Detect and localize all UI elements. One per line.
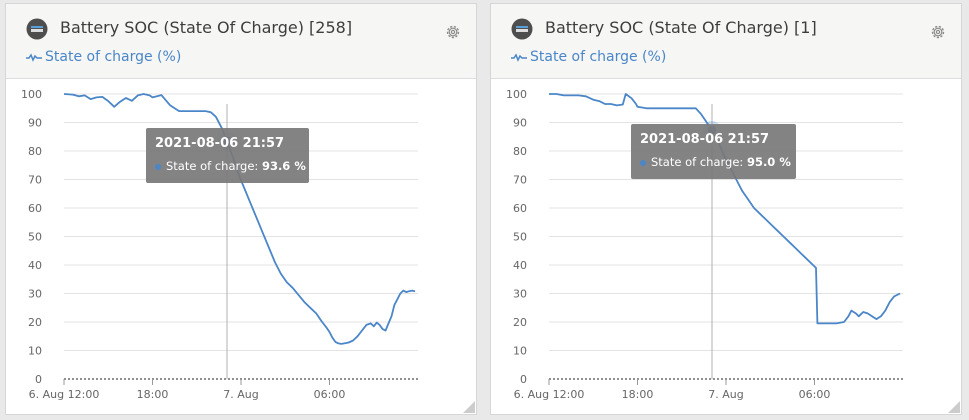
x-tick-label: 7. Aug <box>708 388 743 401</box>
legend-label: State of charge (%) <box>45 49 182 65</box>
widget-title: Battery SOC (State Of Charge) [1] <box>545 18 817 37</box>
y-tick-label: 30 <box>513 288 527 301</box>
battery-device-icon <box>26 18 48 40</box>
y-tick-label: 50 <box>28 231 42 244</box>
y-tick-label: 0 <box>35 373 42 386</box>
soc-line-chart[interactable]: 0 10 20 30 40 50 60 70 80 90 100 6. Aug 12:00 18:00 7… <box>491 4 961 414</box>
y-tick-label: 40 <box>513 259 527 272</box>
y-tick-label: 30 <box>28 288 42 301</box>
y-tick-label: 10 <box>28 345 42 358</box>
battery-device-icon <box>511 18 533 40</box>
gear-icon[interactable] <box>929 23 947 41</box>
x-tick-label: 6. Aug 12:00 <box>29 388 100 401</box>
y-tick-label: 50 <box>513 231 527 244</box>
widget-header: Battery SOC (State Of Charge) [1] State … <box>491 4 961 79</box>
series-line-icon <box>511 52 527 62</box>
widget-header: Battery SOC (State Of Charge) [258] Stat… <box>6 4 476 79</box>
y-tick-label: 80 <box>513 145 527 158</box>
gear-icon[interactable] <box>444 23 462 41</box>
x-tick-label: 18:00 <box>622 388 654 401</box>
widget-title: Battery SOC (State Of Charge) [258] <box>60 18 353 37</box>
series-line-state-of-charge[interactable] <box>63 93 416 345</box>
resize-handle-icon[interactable] <box>463 401 475 413</box>
x-tick-label: 06:00 <box>799 388 831 401</box>
hover-marker-point[interactable] <box>221 135 233 147</box>
y-tick-label: 80 <box>28 145 42 158</box>
y-tick-label: 20 <box>28 316 42 329</box>
legend-label: State of charge (%) <box>530 49 667 65</box>
y-tick-label: 40 <box>28 259 42 272</box>
y-tick-label: 90 <box>28 117 42 130</box>
x-tick-label: 18:00 <box>137 388 169 401</box>
legend-item-state-of-charge[interactable]: State of charge (%) <box>511 49 666 65</box>
y-tick-label: 60 <box>513 202 527 215</box>
legend-item-state-of-charge[interactable]: State of charge (%) <box>26 49 181 65</box>
x-tick-label: 06:00 <box>314 388 346 401</box>
resize-handle-icon[interactable] <box>948 401 960 413</box>
chart-widget-battery-soc-1: Battery SOC (State Of Charge) [1] State … <box>490 3 962 415</box>
y-tick-label: 100 <box>21 88 42 101</box>
x-tick-label: 6. Aug 12:00 <box>514 388 585 401</box>
y-tick-label: 20 <box>513 316 527 329</box>
soc-line-chart[interactable]: 0 10 20 30 40 50 60 70 80 90 100 6. Aug 12:00 18:00 7… <box>6 4 476 414</box>
series-line-state-of-charge[interactable] <box>549 93 901 325</box>
y-tick-label: 100 <box>506 88 527 101</box>
series-line-icon <box>26 52 42 62</box>
y-tick-label: 0 <box>520 373 527 386</box>
y-tick-label: 70 <box>28 174 42 187</box>
y-tick-label: 70 <box>513 174 527 187</box>
y-tick-label: 60 <box>28 202 42 215</box>
y-tick-label: 10 <box>513 345 527 358</box>
chart-widget-battery-soc-258: Battery SOC (State Of Charge) [258] Stat… <box>5 3 477 415</box>
y-tick-label: 90 <box>513 117 527 130</box>
hover-marker-point[interactable] <box>706 124 718 136</box>
x-tick-label: 7. Aug <box>223 388 258 401</box>
